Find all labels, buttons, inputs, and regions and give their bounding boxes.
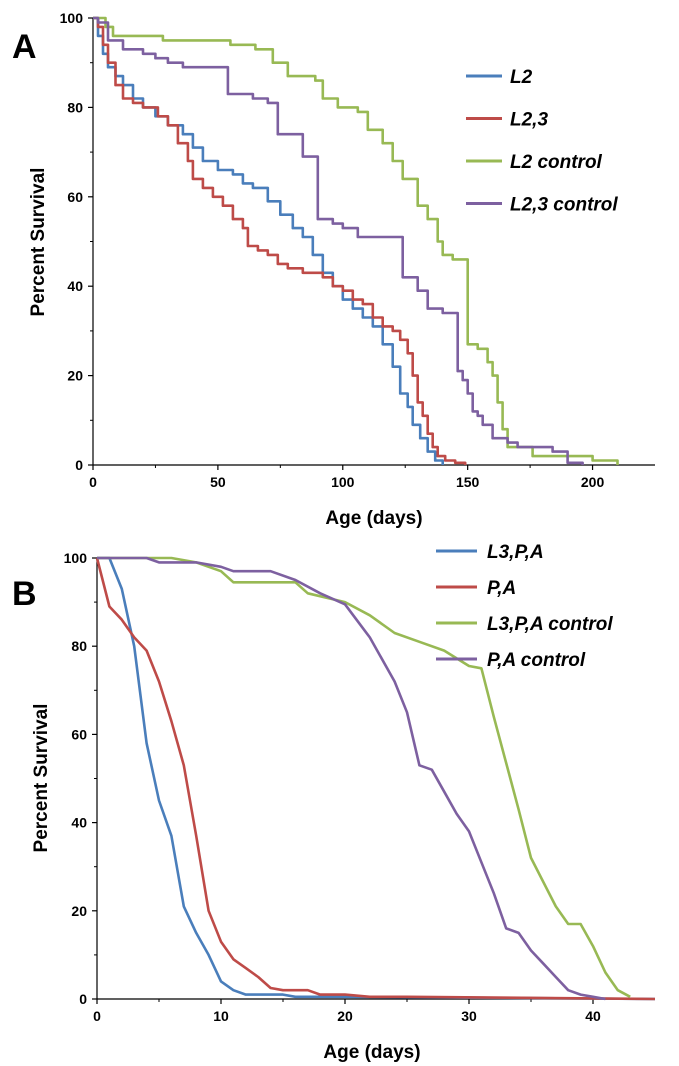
y-tick-label: 0	[79, 991, 87, 1007]
x-tick-label: 40	[585, 1008, 601, 1024]
y-tick-label: 40	[67, 278, 83, 294]
x-tick-label: 30	[461, 1008, 477, 1024]
series-line-l3-p-a	[97, 556, 656, 1001]
series-line-l3-p-a-control	[97, 556, 631, 998]
legend-label-p-a-control: P,A control	[487, 650, 586, 671]
x-tick-label: 0	[89, 474, 97, 490]
y-tick-label: 20	[71, 903, 87, 919]
chart-panel-b: B 0 20 40 60 80 100 0 10 20 30 40 Age (days) Percent …	[12, 542, 656, 1063]
y-axis-title: Percent Survival	[28, 168, 49, 317]
legend-label-l3-p-a-control: L3,P,A control	[487, 614, 613, 635]
series-line-p-a	[95, 557, 656, 1001]
legend-label-l2: L2	[510, 67, 533, 88]
series-line-l2-3	[93, 16, 467, 465]
y-tick-label: 60	[71, 726, 87, 742]
x-axis-title: Age (days)	[325, 508, 422, 529]
y-tick-label: 40	[71, 815, 87, 831]
x-axis-title: Age (days)	[323, 1042, 420, 1063]
chart-panel-a: A 0 20 40 60 80 100 0 50 100 150 200 Age (days) Perce…	[12, 10, 655, 529]
y-tick-label: 100	[64, 550, 88, 566]
legend-label-p-a: P,A	[487, 578, 516, 599]
x-tick-label: 150	[456, 474, 480, 490]
x-tick-label: 200	[581, 474, 605, 490]
series-line-l2-3-control	[93, 16, 584, 465]
y-tick-label: 60	[67, 189, 83, 205]
x-tick-label: 100	[331, 474, 355, 490]
y-axis-title: Percent Survival	[31, 704, 52, 853]
series-line-p-a-control	[97, 556, 606, 1001]
legend-label-l2-3-control: L2,3 control	[510, 195, 618, 216]
x-tick-label: 10	[213, 1008, 229, 1024]
legend-label-l2-control: L2 control	[510, 152, 603, 173]
panel-label: A	[12, 28, 37, 66]
y-tick-label: 80	[67, 99, 83, 115]
y-tick-label: 20	[67, 368, 83, 384]
x-tick-label: 0	[93, 1008, 101, 1024]
legend-label-l3-p-a: L3,P,A	[487, 542, 544, 563]
y-tick-label: 80	[71, 638, 87, 654]
x-tick-label: 50	[210, 474, 226, 490]
x-tick-label: 20	[337, 1008, 353, 1024]
series-line-l2	[93, 16, 444, 465]
legend-label-l2-3: L2,3	[510, 110, 548, 131]
series-line-l2-control	[93, 16, 619, 465]
y-tick-label: 100	[60, 10, 84, 26]
panel-label: B	[12, 575, 37, 613]
y-tick-label: 0	[75, 457, 83, 473]
